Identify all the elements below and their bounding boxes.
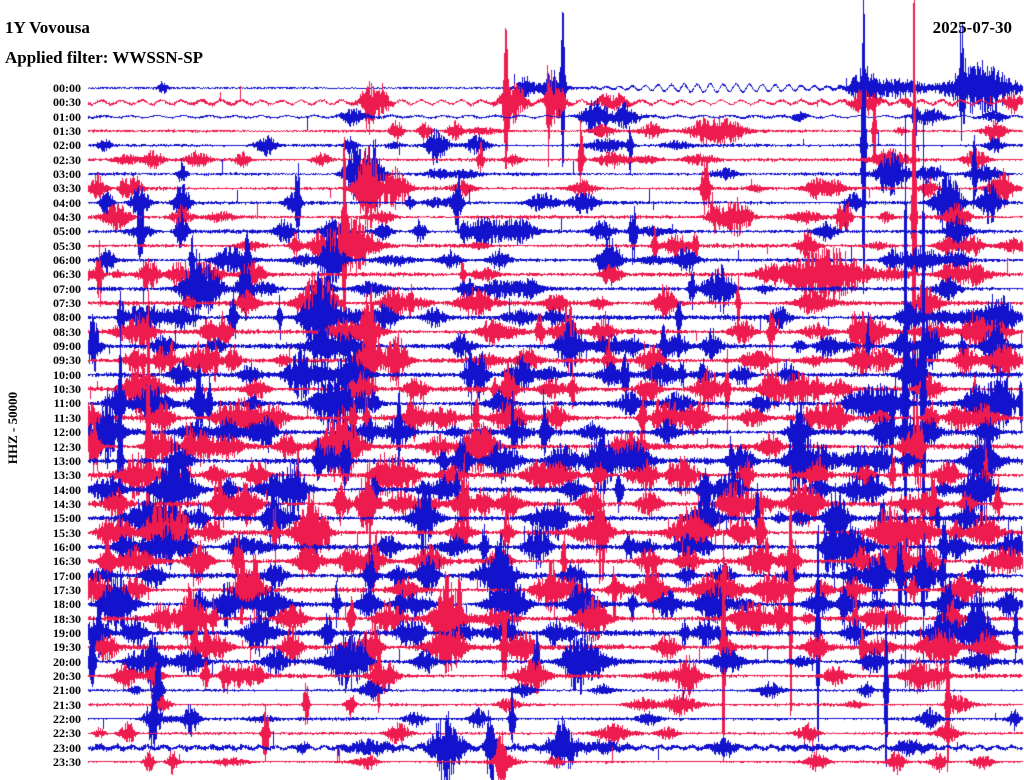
time-label: 16:30 (53, 554, 81, 569)
time-label: 10:30 (53, 382, 81, 397)
time-label: 07:00 (53, 281, 81, 296)
time-label: 16:00 (53, 539, 81, 554)
time-label: 08:00 (53, 310, 81, 325)
time-label: 01:30 (53, 124, 81, 139)
time-label: 03:00 (53, 167, 81, 182)
time-label: 22:00 (53, 711, 81, 726)
time-label: 13:00 (53, 453, 81, 468)
time-label: 11:00 (53, 396, 81, 411)
time-label: 18:30 (53, 611, 81, 626)
time-label: 14:30 (53, 496, 81, 511)
station-title: 1Y Vovousa (5, 18, 90, 37)
time-label: 10:00 (53, 367, 81, 382)
time-label: 04:30 (53, 210, 81, 225)
time-label: 23:30 (53, 754, 81, 769)
time-label: 04:00 (53, 195, 81, 210)
time-label: 02:30 (53, 152, 81, 167)
y-axis-scale-label: HHZ - 50000 (5, 391, 20, 465)
time-label: 19:00 (53, 625, 81, 640)
time-label: 06:30 (53, 267, 81, 282)
time-label: 01:00 (53, 109, 81, 124)
time-label: 17:00 (53, 568, 81, 583)
time-label: 07:30 (53, 296, 81, 311)
time-label: 18:00 (53, 597, 81, 612)
time-label: 20:30 (53, 668, 81, 683)
time-label: 22:30 (53, 726, 81, 741)
time-label: 12:00 (53, 425, 81, 440)
time-label: 17:30 (53, 582, 81, 597)
date-label: 2025-07-30 (932, 18, 1012, 37)
time-label: 05:30 (53, 238, 81, 253)
time-label: 08:30 (53, 324, 81, 339)
time-label: 14:00 (53, 482, 81, 497)
time-label: 11:30 (53, 410, 81, 425)
time-label: 12:30 (53, 439, 81, 454)
time-label: 09:00 (53, 339, 81, 354)
time-label: 00:30 (53, 95, 81, 110)
filter-label: Applied filter: WWSSN-SP (5, 48, 204, 67)
time-label: 03:30 (53, 181, 81, 196)
time-label: 15:30 (53, 525, 81, 540)
time-label: 09:30 (53, 353, 81, 368)
time-label: 05:00 (53, 224, 81, 239)
time-label: 20:00 (53, 654, 81, 669)
time-label: 06:00 (53, 253, 81, 268)
time-label: 21:00 (53, 683, 81, 698)
time-label: 00:00 (53, 81, 81, 95)
time-label: 02:00 (53, 138, 81, 153)
time-label: 19:30 (53, 640, 81, 655)
time-label: 15:00 (53, 511, 81, 526)
time-label: 21:30 (53, 697, 81, 712)
time-label: 13:30 (53, 468, 81, 483)
time-label: 23:00 (53, 740, 81, 755)
